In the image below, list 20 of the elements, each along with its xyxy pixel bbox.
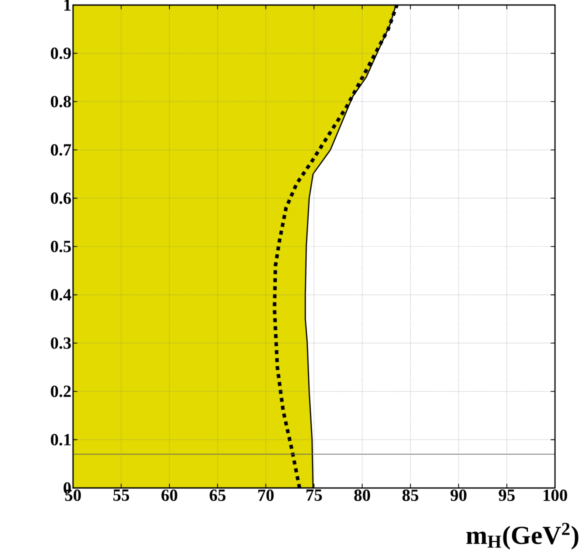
- x-tick-label: 95: [498, 490, 515, 501]
- y-tick-label: 0.3: [50, 337, 71, 349]
- x-tick-label: 85: [402, 490, 418, 502]
- y-tick-label: 0.8: [50, 96, 71, 108]
- y-tick-label: 0.9: [50, 48, 71, 60]
- y-tick-label: 0.6: [50, 192, 71, 204]
- x-axis-title: m$_{H}$(GeV$^{2}$): [466, 522, 578, 550]
- y-tick-label: 0.1: [50, 434, 71, 446]
- x-tick-label: 70: [258, 490, 274, 502]
- y-tick-label: 0.2: [50, 386, 71, 398]
- x-tick-label: 75: [306, 490, 322, 501]
- y-tick-label: 0.5: [50, 240, 71, 252]
- x-tick-label: 65: [210, 490, 226, 501]
- x-tick-label: 60: [161, 490, 178, 502]
- y-tick-label: 0.7: [50, 144, 72, 156]
- x-tick-label: 100: [544, 490, 568, 502]
- x-tick-label: 55: [113, 490, 130, 501]
- y-tick-label: 0.4: [50, 289, 72, 301]
- x-tick-label: 80: [354, 490, 370, 502]
- x-tick-label: 90: [450, 490, 466, 502]
